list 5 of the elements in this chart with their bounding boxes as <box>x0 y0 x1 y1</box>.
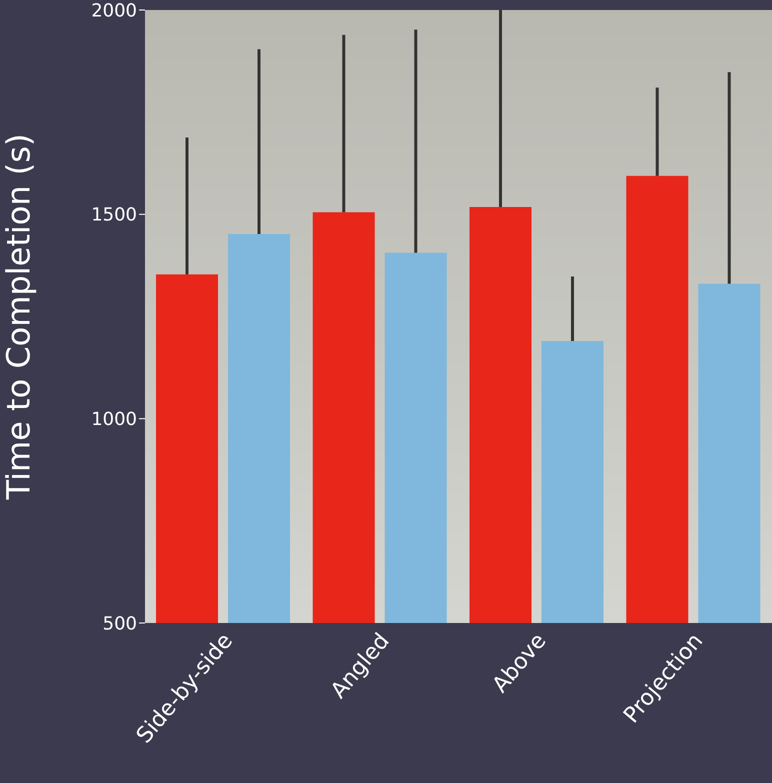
y-tick-label: 2000 <box>91 0 137 22</box>
y-tick-label: 1500 <box>91 204 137 226</box>
y-tick-label: 500 <box>102 613 137 634</box>
y-tick-label: 1000 <box>91 409 137 430</box>
y-axis-title: Time to Completion (s) <box>0 134 38 500</box>
